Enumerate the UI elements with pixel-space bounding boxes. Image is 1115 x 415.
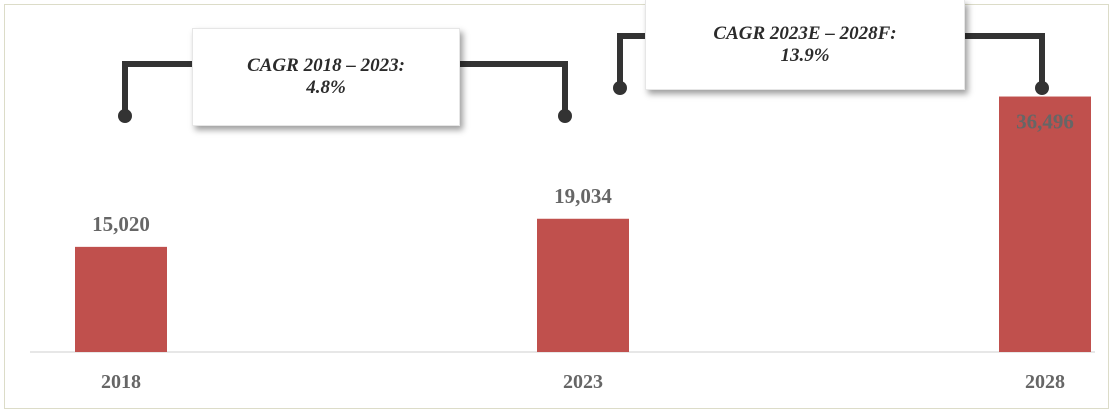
cagr-callout-period: CAGR 2023E – 2028F: [713,22,897,44]
cagr-callout-value: 13.9% [780,44,830,66]
bar-2018 [75,246,167,352]
x-tick-label-2028: 2028 [1025,371,1065,393]
value-label-2028: 36,496 [1016,110,1074,134]
cagr-connector-2023-right [455,61,568,114]
cagr-connector-2018-left [122,61,200,114]
x-tick-label-2023: 2023 [563,371,603,393]
cagr-callout-value: 4.8% [306,77,346,98]
cagr-connector-dot-2023b [613,81,627,95]
cagr-connector-2023-left [617,33,650,86]
cagr-connector-dot-2028 [1035,81,1049,95]
cagr-connector-2028-right [960,33,1045,86]
cagr-connector-dot-2023 [558,109,572,123]
chart-frame [4,4,1109,409]
value-label-2018: 15,020 [92,212,150,236]
bar-2028 [999,96,1091,352]
bar-2023 [537,218,629,352]
x-tick-label-2018: 2018 [101,371,141,393]
cagr-connector-dot-2018 [118,109,132,123]
cagr-callout-2018-2023: CAGR 2018 – 2023: 4.8% [192,28,460,126]
cagr-callout-period: CAGR 2018 – 2023: [247,55,405,76]
value-label-2023: 19,034 [554,184,612,208]
cagr-callout-2023-2028: CAGR 2023E – 2028F: 13.9% [645,0,965,90]
